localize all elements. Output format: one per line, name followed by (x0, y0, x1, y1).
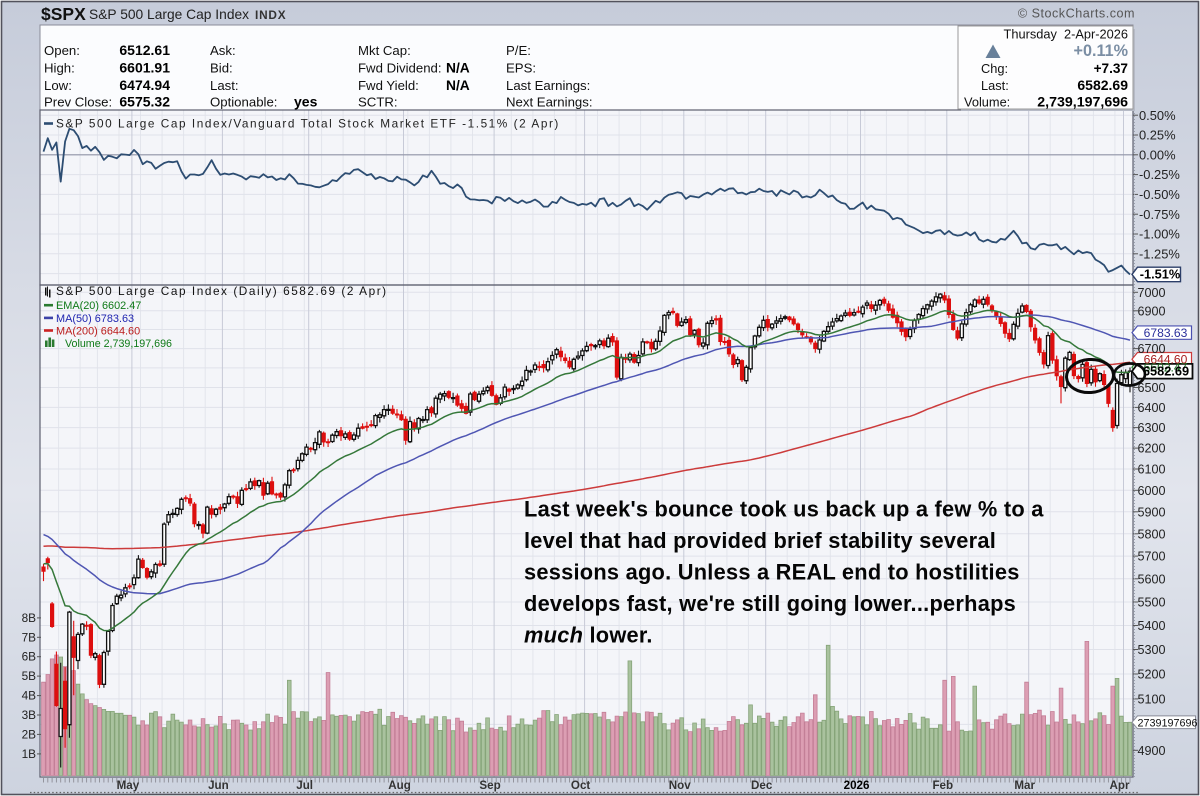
svg-text:Last week's bounce took us bac: Last week's bounce took us back up a few… (524, 497, 1044, 522)
svg-text:5100: 5100 (1138, 693, 1166, 707)
svg-text:6400: 6400 (1138, 401, 1166, 415)
svg-text:Dec: Dec (751, 779, 773, 792)
svg-text:much lower.: much lower. (524, 623, 653, 648)
svg-text:Open:: Open: (44, 43, 80, 58)
svg-text:-0.50%: -0.50% (1139, 187, 1180, 202)
svg-text:7000: 7000 (1138, 286, 1166, 300)
svg-text:N/A: N/A (446, 61, 470, 76)
svg-text:5500: 5500 (1138, 596, 1166, 610)
svg-text:level that had provided brief: level that had provided brief stability … (524, 528, 996, 553)
svg-text:MA(200) 6644.60: MA(200) 6644.60 (56, 326, 140, 338)
svg-text:Volume:: Volume: (964, 94, 1010, 109)
svg-text:Ask:: Ask: (210, 43, 236, 58)
svg-text:Bid:: Bid: (210, 61, 233, 76)
svg-text:6000: 6000 (1138, 484, 1166, 498)
svg-text:6500: 6500 (1138, 381, 1166, 395)
svg-text:2B: 2B (22, 727, 37, 741)
svg-text:High:: High: (44, 61, 75, 76)
svg-text:P/E:: P/E: (506, 43, 531, 58)
svg-text:Jul: Jul (296, 779, 313, 792)
svg-text:Mar: Mar (1014, 779, 1035, 792)
svg-text:Thursday 2-Apr-2026: Thursday 2-Apr-2026 (1004, 27, 1128, 42)
svg-text:Aug: Aug (388, 779, 411, 792)
svg-text:Last:: Last: (210, 78, 239, 93)
svg-text:6601.91: 6601.91 (119, 60, 170, 76)
svg-text:Feb: Feb (932, 779, 953, 792)
svg-text:-1.25%: -1.25% (1139, 246, 1180, 261)
svg-text:6512.61: 6512.61 (119, 42, 170, 58)
svg-text:6100: 6100 (1138, 463, 1166, 477)
svg-text:6602.47: 6602.47 (1144, 361, 1188, 375)
svg-text:INDX: INDX (255, 8, 286, 22)
svg-text:S&P 500 Large Cap Index: S&P 500 Large Cap Index (89, 7, 249, 22)
svg-text:May: May (117, 779, 140, 792)
svg-text:6582.69: 6582.69 (1143, 363, 1189, 378)
svg-text:$SPX: $SPX (41, 4, 86, 24)
svg-text:6B: 6B (22, 650, 37, 664)
svg-text:sessions ago. Unless a REAL en: sessions ago. Unless a REAL end to hosti… (524, 560, 1020, 585)
svg-text:7B: 7B (22, 630, 37, 644)
svg-text:develops fast, we're still goi: develops fast, we're still going lower..… (524, 591, 1016, 616)
svg-text:6582.69: 6582.69 (1077, 77, 1128, 93)
svg-text:5900: 5900 (1138, 505, 1166, 519)
svg-text:Last Earnings:: Last Earnings: (506, 78, 590, 93)
svg-text:Nov: Nov (669, 779, 691, 792)
svg-text:5700: 5700 (1138, 550, 1166, 564)
svg-text:5600: 5600 (1138, 572, 1166, 586)
svg-text:EPS:: EPS: (506, 61, 536, 76)
svg-text:6300: 6300 (1138, 421, 1166, 435)
svg-text:MA(50) 6783.63: MA(50) 6783.63 (56, 313, 134, 325)
svg-text:6644.60: 6644.60 (1144, 352, 1188, 366)
svg-text:6700: 6700 (1138, 342, 1166, 356)
svg-text:8B: 8B (22, 611, 37, 625)
svg-text:2739197696: 2739197696 (1137, 717, 1197, 729)
svg-text:3B: 3B (22, 708, 37, 722)
svg-text:6200: 6200 (1138, 442, 1166, 456)
svg-text:4B: 4B (22, 689, 37, 703)
svg-text:Optionable:: Optionable: (210, 95, 277, 110)
svg-text:5B: 5B (22, 669, 37, 683)
svg-text:2026: 2026 (844, 779, 870, 792)
svg-text:Jun: Jun (208, 779, 229, 792)
svg-text:-0.75%: -0.75% (1139, 207, 1180, 222)
svg-text:0.50%: 0.50% (1139, 108, 1176, 123)
svg-text:-1.00%: -1.00% (1139, 227, 1180, 242)
svg-text:Apr: Apr (1110, 779, 1130, 792)
svg-text:Next Earnings:: Next Earnings: (506, 95, 593, 110)
svg-text:Fwd Yield:: Fwd Yield: (358, 78, 419, 93)
svg-text:Prev Close:: Prev Close: (44, 95, 112, 110)
svg-text:+0.11%: +0.11% (1074, 42, 1128, 60)
svg-text:Fwd Dividend:: Fwd Dividend: (358, 61, 442, 76)
svg-text:5300: 5300 (1138, 643, 1166, 657)
svg-text:0.00%: 0.00% (1139, 147, 1176, 162)
svg-text:Chg:: Chg: (981, 61, 1008, 76)
svg-text:6900: 6900 (1138, 304, 1166, 318)
svg-text:Oct: Oct (571, 779, 590, 792)
svg-text:2,739,197,696: 2,739,197,696 (1037, 94, 1128, 110)
svg-text:+7.37: +7.37 (1094, 61, 1128, 76)
svg-text:5800: 5800 (1138, 527, 1166, 541)
svg-text:5400: 5400 (1138, 619, 1166, 633)
svg-text:S&P 500 Large Cap Index (Daily: S&P 500 Large Cap Index (Daily) 6582.69 … (56, 284, 388, 298)
svg-text:Volume 2,739,197,696: Volume 2,739,197,696 (65, 338, 172, 350)
svg-text:SCTR:: SCTR: (358, 95, 398, 110)
svg-text:6783.63: 6783.63 (1144, 326, 1188, 340)
svg-text:-1.51%: -1.51% (1140, 267, 1181, 282)
svg-text:EMA(20) 6602.47: EMA(20) 6602.47 (56, 300, 141, 312)
svg-text:5200: 5200 (1138, 668, 1166, 682)
svg-text:6575.32: 6575.32 (119, 94, 170, 110)
svg-text:Sep: Sep (479, 779, 500, 792)
svg-text:4900: 4900 (1138, 744, 1166, 758)
svg-text:-0.25%: -0.25% (1139, 167, 1180, 182)
svg-text:Low:: Low: (44, 78, 72, 93)
svg-text:Last:: Last: (981, 78, 1009, 93)
svg-text:© StockCharts.com: © StockCharts.com (1018, 7, 1135, 21)
svg-text:N/A: N/A (446, 78, 470, 93)
svg-text:0.25%: 0.25% (1139, 128, 1176, 143)
svg-text:6474.94: 6474.94 (119, 77, 170, 93)
svg-text:1B: 1B (22, 747, 37, 761)
svg-text:yes: yes (294, 94, 318, 110)
svg-text:Mkt Cap:: Mkt Cap: (358, 43, 411, 58)
svg-text:S&P 500 Large Cap Index/Vangua: S&P 500 Large Cap Index/Vanguard Total S… (56, 117, 560, 131)
